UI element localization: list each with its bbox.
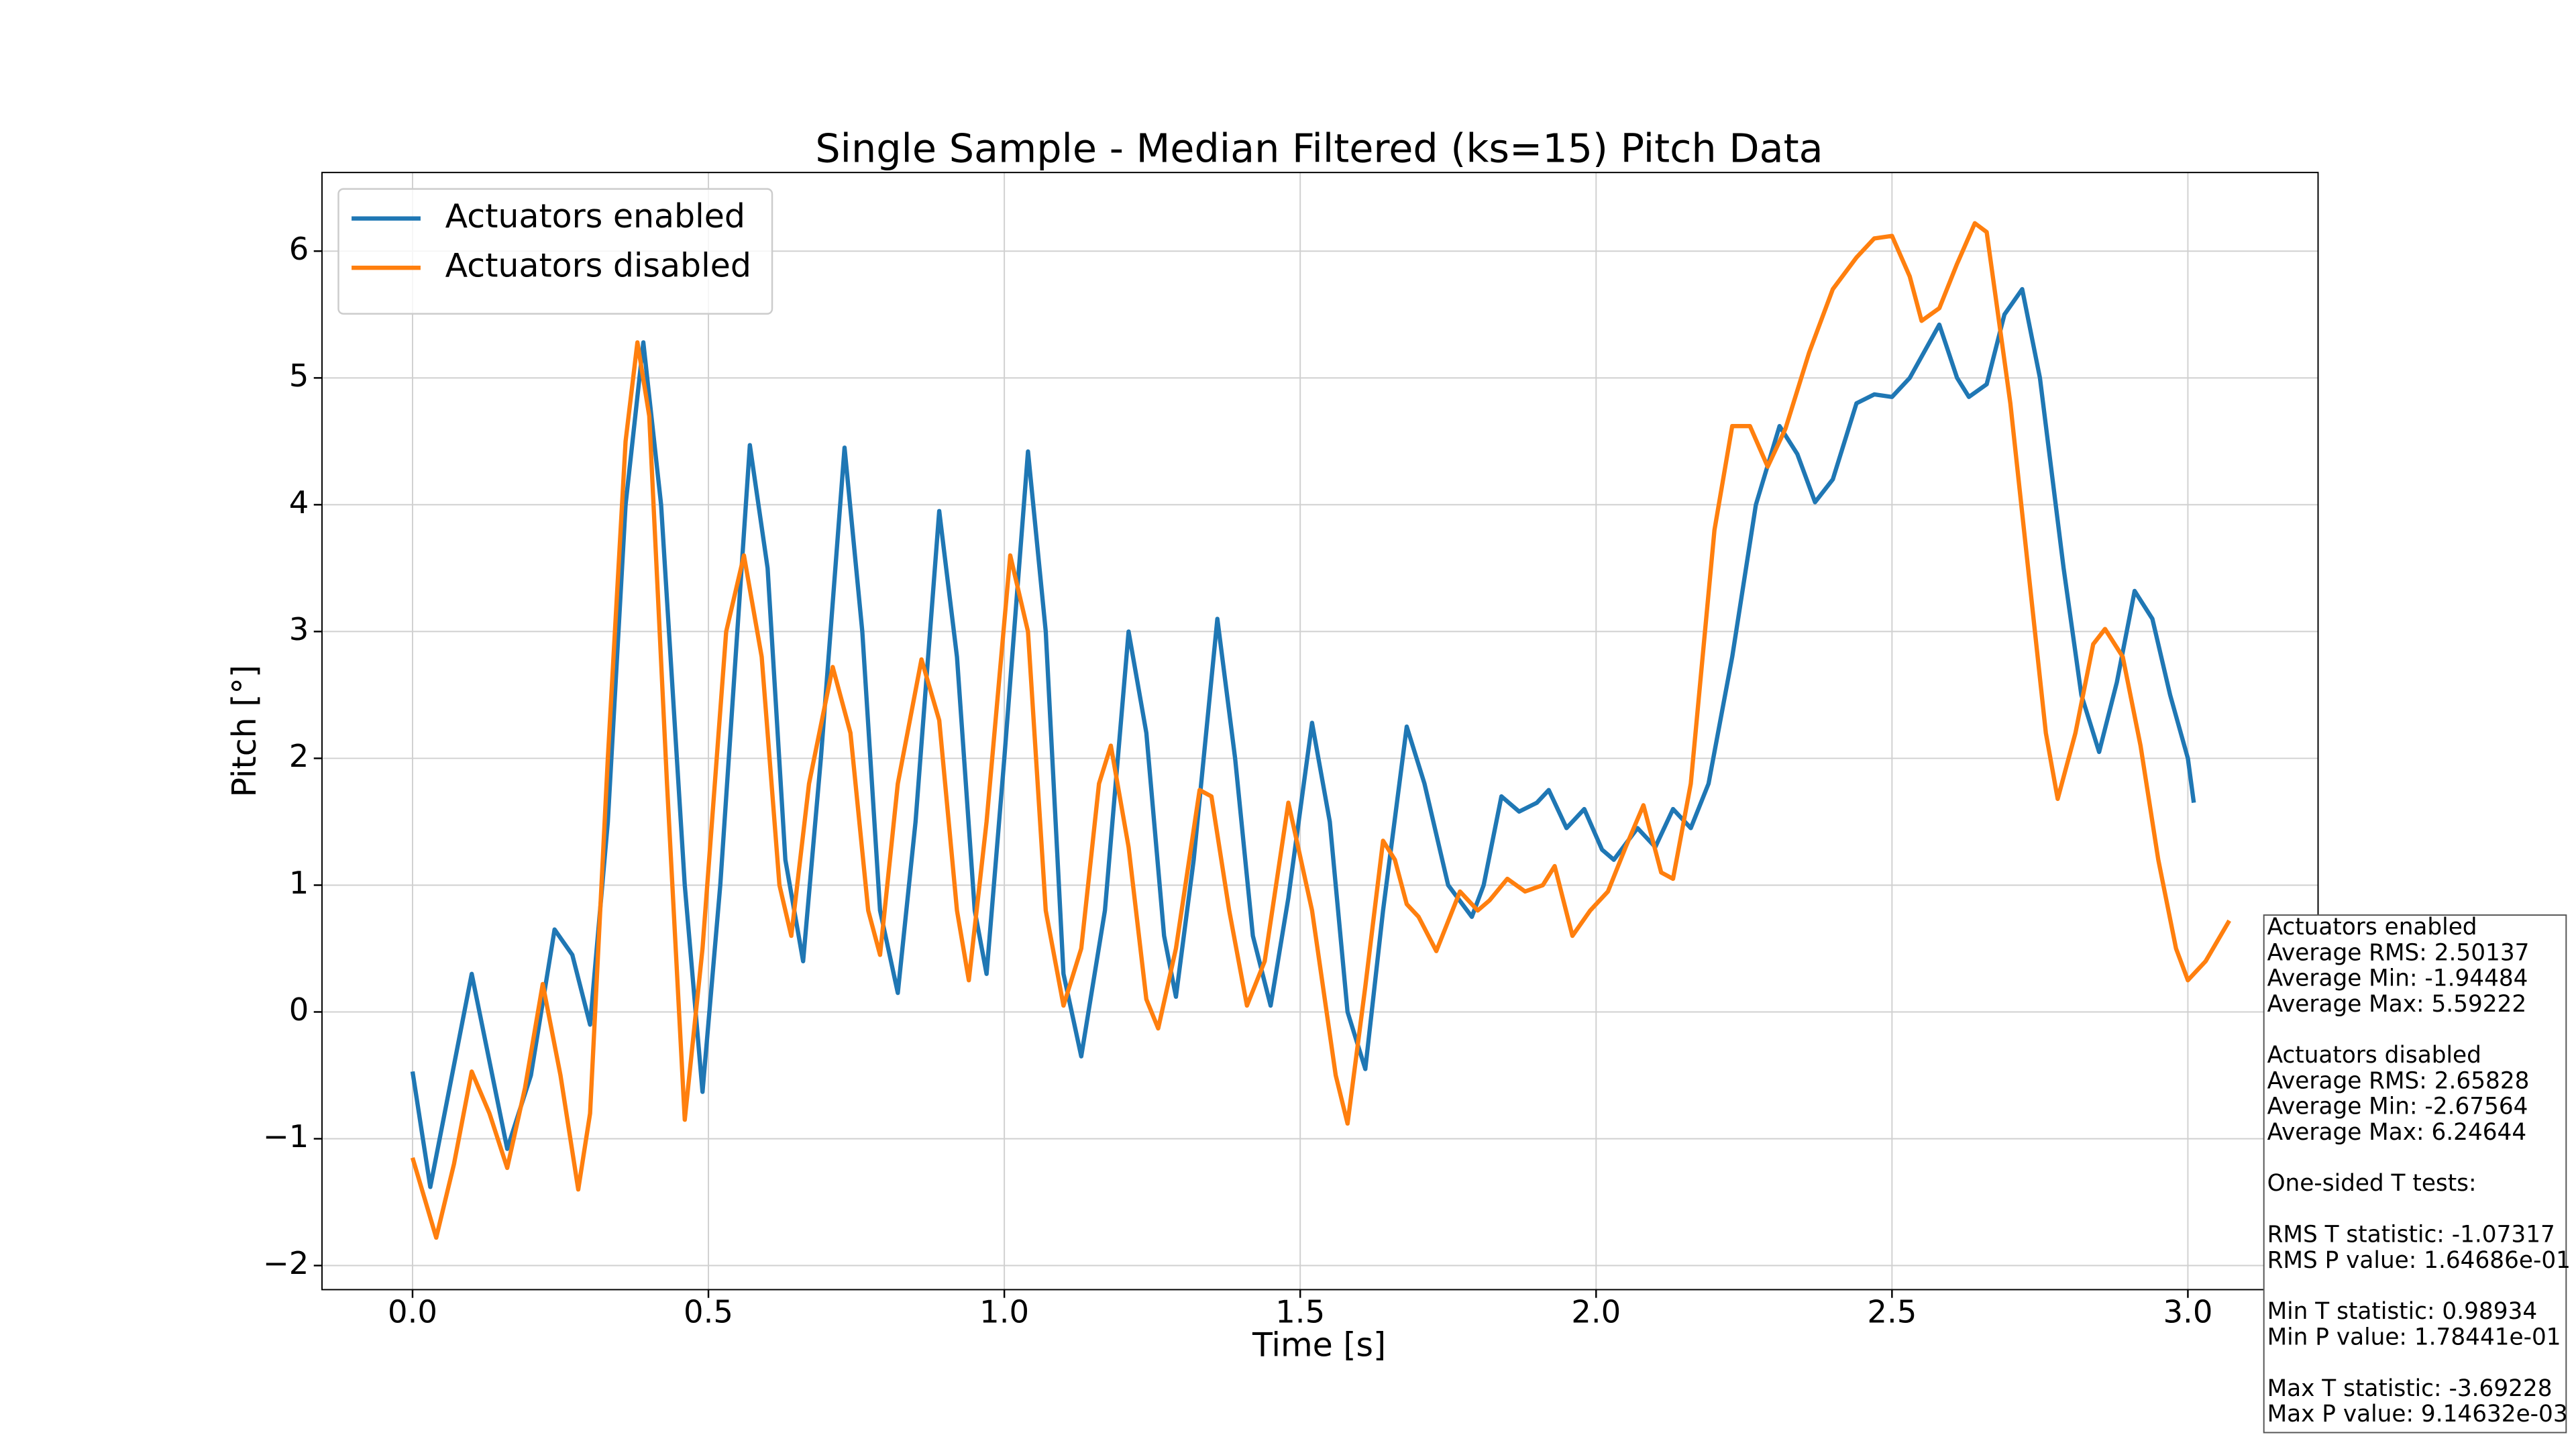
- stats-text: RMS T statistic: -1.07317: [2267, 1222, 2555, 1248]
- y-tick-label: −1: [263, 1118, 309, 1155]
- stats-box: [2263, 914, 2567, 1434]
- legend-box: [337, 188, 773, 315]
- stats-text: Average Max: 5.59222: [2267, 991, 2527, 1018]
- y-tick-label: −2: [263, 1245, 309, 1281]
- x-tick-label: 1.5: [1275, 1294, 1325, 1330]
- stats-text: RMS P value: 1.64686e-01: [2267, 1247, 2571, 1274]
- stats-text: Actuators disabled: [2267, 1042, 2481, 1069]
- stats-text: Max T statistic: -3.69228: [2267, 1375, 2553, 1402]
- stats-text: Min P value: 1.78441e-01: [2267, 1324, 2561, 1350]
- stats-text: One-sided T tests:: [2267, 1170, 2477, 1197]
- x-tick-label: 0.5: [684, 1294, 733, 1330]
- stats-text: Average Max: 6.24644: [2267, 1119, 2527, 1146]
- x-tick-label: 2.5: [1867, 1294, 1917, 1330]
- plot-frame: [321, 172, 2319, 1291]
- y-tick-label: 2: [289, 738, 309, 774]
- chart-title: Single Sample - Median Filtered (ks=15) …: [815, 125, 1823, 171]
- stats-text: Average Min: -1.94484: [2267, 965, 2528, 992]
- y-tick-label: 4: [289, 484, 309, 521]
- stats-text: Average Min: -2.67564: [2267, 1093, 2528, 1120]
- line-series: [410, 286, 2196, 1189]
- x-tick-label: 1.0: [979, 1294, 1029, 1330]
- line-series: [410, 221, 2231, 1240]
- y-tick-label: 5: [289, 358, 309, 394]
- legend-label: Actuators disabled: [445, 247, 751, 285]
- y-tick-label: 3: [289, 611, 309, 647]
- stats-text: Max P value: 9.14632e-03: [2267, 1401, 2568, 1428]
- x-tick-label: 3.0: [2163, 1294, 2212, 1330]
- stats-text: Actuators enabled: [2267, 914, 2477, 941]
- y-tick-label: 0: [289, 991, 309, 1028]
- y-tick-label: 1: [289, 865, 309, 901]
- y-axis-label: Pitch [°]: [225, 665, 264, 797]
- x-axis-label: Time [s]: [1252, 1326, 1386, 1364]
- y-tick-label: 6: [289, 231, 309, 267]
- stats-text: Average RMS: 2.65828: [2267, 1067, 2530, 1094]
- x-tick-label: 0.0: [388, 1294, 437, 1330]
- x-tick-label: 2.0: [1571, 1294, 1621, 1330]
- legend-label: Actuators enabled: [445, 197, 745, 235]
- stats-text: Min T statistic: 0.98934: [2267, 1298, 2538, 1325]
- stats-text: Average RMS: 2.50137: [2267, 939, 2530, 966]
